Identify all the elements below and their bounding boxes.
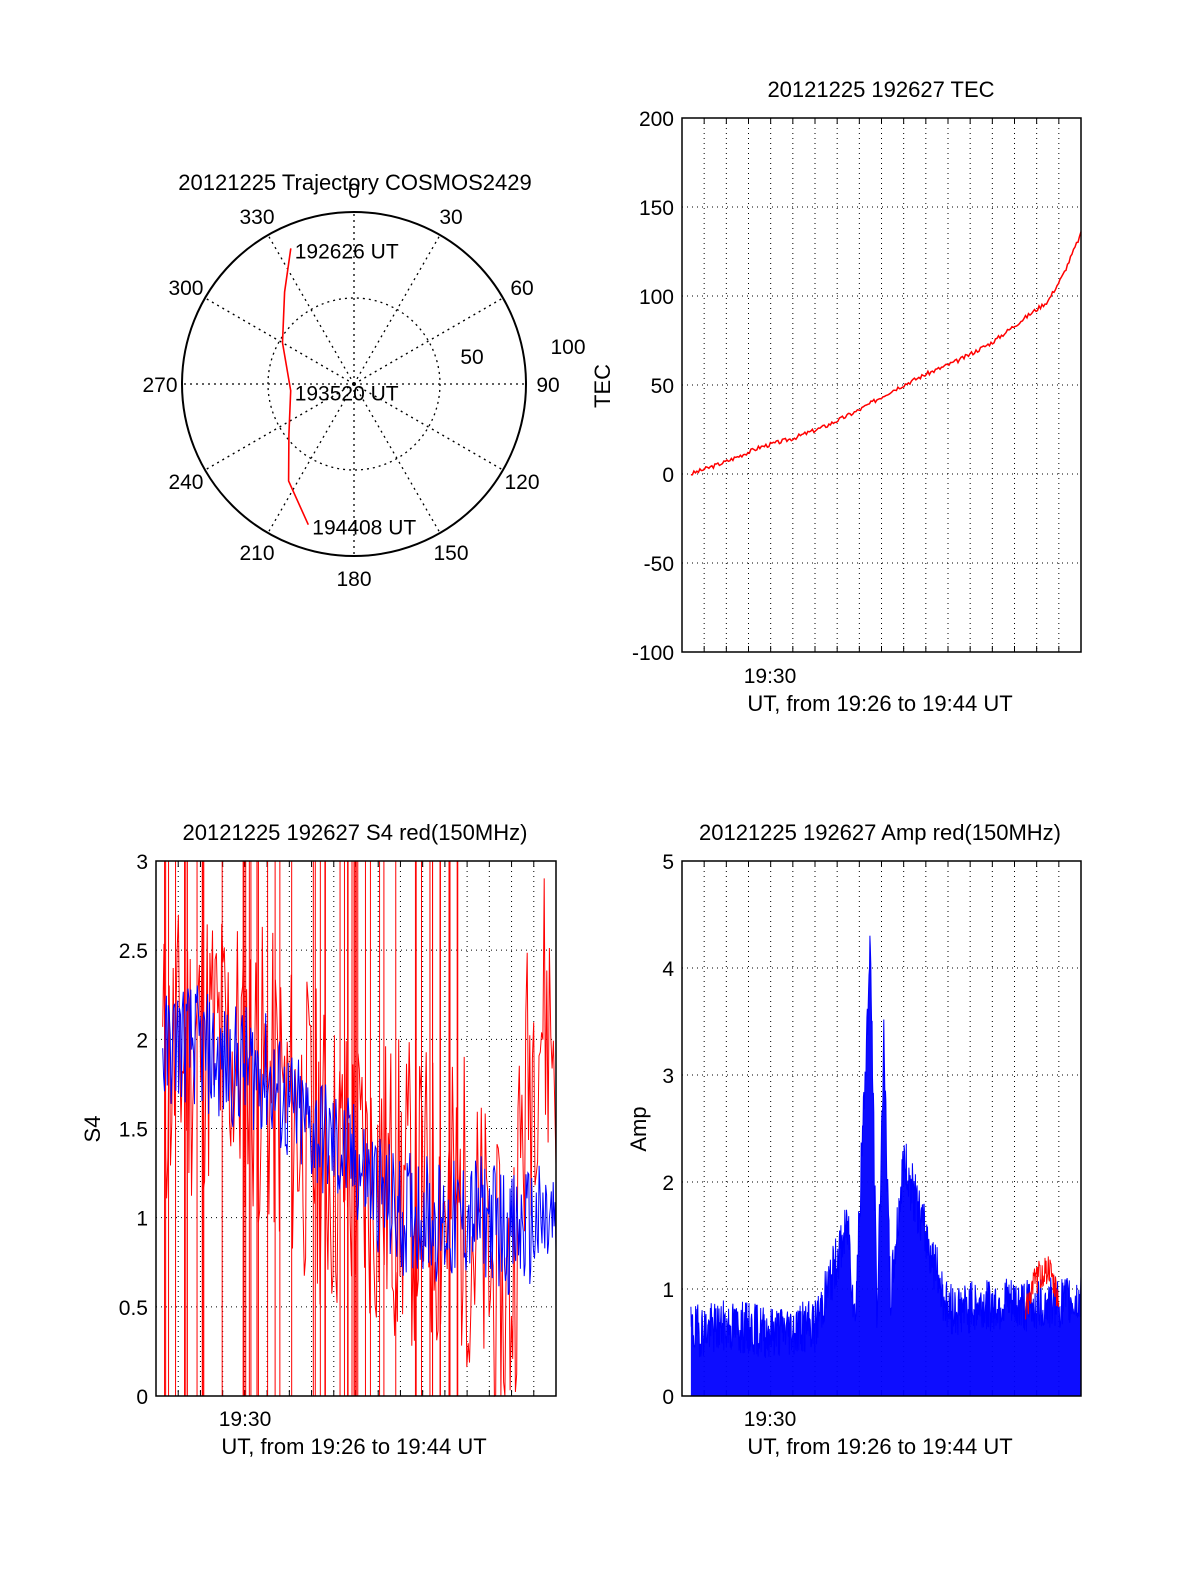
s4-title: 20121225 192627 S4 red(150MHz) — [183, 820, 528, 845]
s4-xlabel: UT, from 19:26 to 19:44 UT — [221, 1434, 486, 1459]
amp-xtick: 19:30 — [744, 1408, 797, 1431]
polar-radial-label: 50 — [460, 346, 483, 369]
polar-azimuth-label: 90 — [536, 374, 559, 397]
polar-azimuth-label: 60 — [510, 277, 533, 300]
polar-time-annotation: 192626 UT — [295, 240, 399, 263]
plot-frame — [681, 117, 1082, 653]
series-line — [162, 878, 557, 1398]
y-tick-label: -100 — [632, 642, 674, 665]
y-tick-label: 2 — [136, 1029, 148, 1052]
y-tick-label: 5 — [662, 851, 674, 874]
series-line — [1025, 1256, 1060, 1320]
polar-spoke — [267, 234, 355, 385]
polar-azimuth-label: 210 — [239, 542, 274, 565]
polar-spoke — [353, 297, 504, 385]
plot-frame — [681, 860, 1082, 1397]
plot-frame — [155, 860, 557, 1397]
polar-spoke — [267, 383, 355, 534]
s4-xtick: 19:30 — [219, 1408, 272, 1431]
s4-ylabel: S4 — [80, 1116, 105, 1143]
polar-azimuth-label: 150 — [433, 542, 468, 565]
s4-chart: 20121225 192627 S4 red(150MHz) 3 2.5 2 1.5 1… — [80, 820, 557, 1459]
polar-series — [281, 248, 310, 526]
tec-chart: 20121225 192627 TEC 200150100500-50-100 … — [590, 77, 1082, 716]
y-tick-label: 1 — [136, 1208, 148, 1231]
y-tick-label: 2.5 — [119, 940, 148, 963]
y-tick-label: 200 — [639, 108, 674, 131]
amp-chart: 20121225 192627 Amp red(150MHz) 5 4 3 2 1 0 A… — [626, 820, 1082, 1459]
y-tick-label: 0 — [136, 1386, 148, 1409]
y-tick-label: 0 — [662, 1386, 674, 1409]
polar-azimuth-label: 120 — [504, 471, 539, 494]
amp-plot: 5 4 3 2 1 0 — [662, 851, 1082, 1409]
polar-title: 20121225 Trajectory COSMOS2429 — [178, 170, 531, 195]
y-tick-label: 0 — [662, 464, 674, 487]
y-tick-label: 3 — [136, 851, 148, 874]
y-tick-label: 50 — [651, 375, 674, 398]
tec-title: 20121225 192627 TEC — [767, 77, 994, 102]
polar-spoke — [353, 383, 441, 534]
polar-azimuth-label: 0 — [348, 180, 360, 203]
y-tick-label: -50 — [644, 553, 674, 576]
tec-plot: 200 150 100 50 0 -50 -100 — [632, 108, 1082, 665]
y-tick-label: 150 — [639, 197, 674, 220]
polar-azimuth-label: 30 — [439, 206, 462, 229]
tec-xlabel: UT, from 19:26 to 19:44 UT — [747, 691, 1012, 716]
polar-spoke — [204, 383, 355, 471]
polar-spoke — [204, 297, 355, 385]
polar-azimuth-label: 180 — [336, 568, 371, 591]
y-tick-label: 100 — [639, 286, 674, 309]
s4-plot: 3 2.5 2 1.5 1 0.5 0 — [119, 851, 557, 1409]
polar-time-annotation: 193520 UT — [295, 383, 399, 406]
polar-radial-label: 100 — [550, 336, 585, 359]
polar-annotations: 192626 UT 193520 UT 194408 UT — [295, 240, 417, 539]
polar-azimuth-label: 270 — [142, 374, 177, 397]
amp-title: 20121225 192627 Amp red(150MHz) — [699, 820, 1061, 845]
polar-azimuth-label: 240 — [168, 471, 203, 494]
polar-labels: 0 30 60 90 120 150 180 210 240 270 300 330 50 100 — [142, 180, 585, 591]
series-fill — [690, 935, 1081, 1396]
y-tick-label: 3 — [662, 1065, 674, 1088]
polar-azimuth-label: 300 — [168, 277, 203, 300]
polar-trajectory-line — [281, 248, 310, 526]
y-tick-label: 4 — [662, 958, 674, 981]
polar-azimuth-label: 330 — [239, 206, 274, 229]
y-tick-label: 2 — [662, 1172, 674, 1195]
polar-spoke — [353, 234, 441, 385]
polar-spoke — [353, 383, 504, 471]
polar-grid — [181, 211, 527, 557]
y-tick-label: 0.5 — [119, 1297, 148, 1320]
series-line — [690, 231, 1082, 476]
polar-outer-ring — [181, 211, 527, 557]
y-tick-label: 1 — [662, 1279, 674, 1302]
y-tick-label: 1.5 — [119, 1119, 148, 1142]
polar-time-annotation: 194408 UT — [312, 517, 416, 540]
series-line — [162, 985, 557, 1295]
polar-chart: 20121225 Trajectory COSMOS2429 0 30 60 90 12… — [142, 170, 585, 591]
amp-xlabel: UT, from 19:26 to 19:44 UT — [747, 1434, 1012, 1459]
amp-ylabel: Amp — [626, 1106, 651, 1151]
tec-xtick: 19:30 — [744, 665, 797, 688]
tec-ylabel: TEC — [590, 364, 615, 408]
